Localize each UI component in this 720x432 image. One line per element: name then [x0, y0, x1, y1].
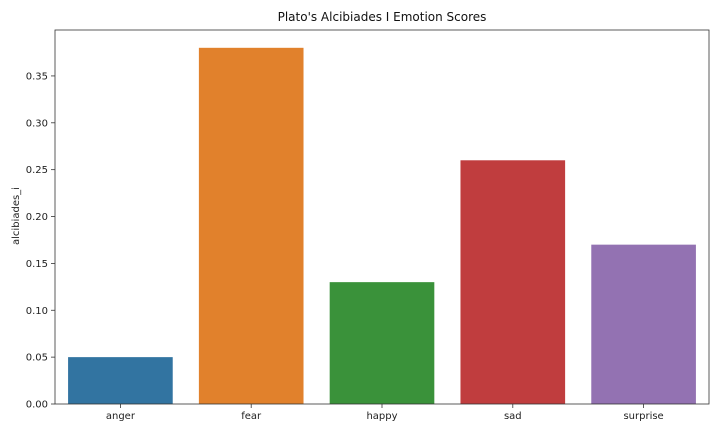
- y-tick-label: 0.00: [26, 400, 48, 411]
- x-tick-label: fear: [241, 411, 262, 422]
- bar-fear: [198, 47, 304, 405]
- bar-happy: [329, 282, 435, 404]
- y-axis: 0.00 0.05 0.10 0.15 0.20 0.25 0.30 0.35: [26, 71, 55, 411]
- y-tick-label: 0.35: [26, 71, 48, 82]
- y-axis-label: alcibiades_i: [11, 187, 22, 245]
- y-tick-label: 0.15: [26, 259, 48, 270]
- plot-area: [68, 47, 696, 405]
- y-tick-label: 0.05: [26, 353, 48, 364]
- y-tick-label: 0.10: [26, 306, 48, 317]
- x-axis: anger fear happy sad surprise: [106, 404, 664, 422]
- y-tick-label: 0.30: [26, 118, 48, 129]
- x-tick-label: anger: [106, 411, 136, 422]
- chart-title: Plato's Alcibiades I Emotion Scores: [278, 10, 487, 24]
- bar-sad: [460, 160, 566, 404]
- x-tick-label: sad: [504, 411, 522, 422]
- bar-anger: [68, 357, 173, 404]
- x-tick-label: surprise: [623, 411, 663, 422]
- plot-frame: [54, 29, 710, 405]
- y-tick-label: 0.20: [26, 212, 48, 223]
- x-tick-label: happy: [366, 411, 397, 422]
- bar-surprise: [591, 244, 696, 404]
- y-tick-label: 0.25: [26, 165, 48, 176]
